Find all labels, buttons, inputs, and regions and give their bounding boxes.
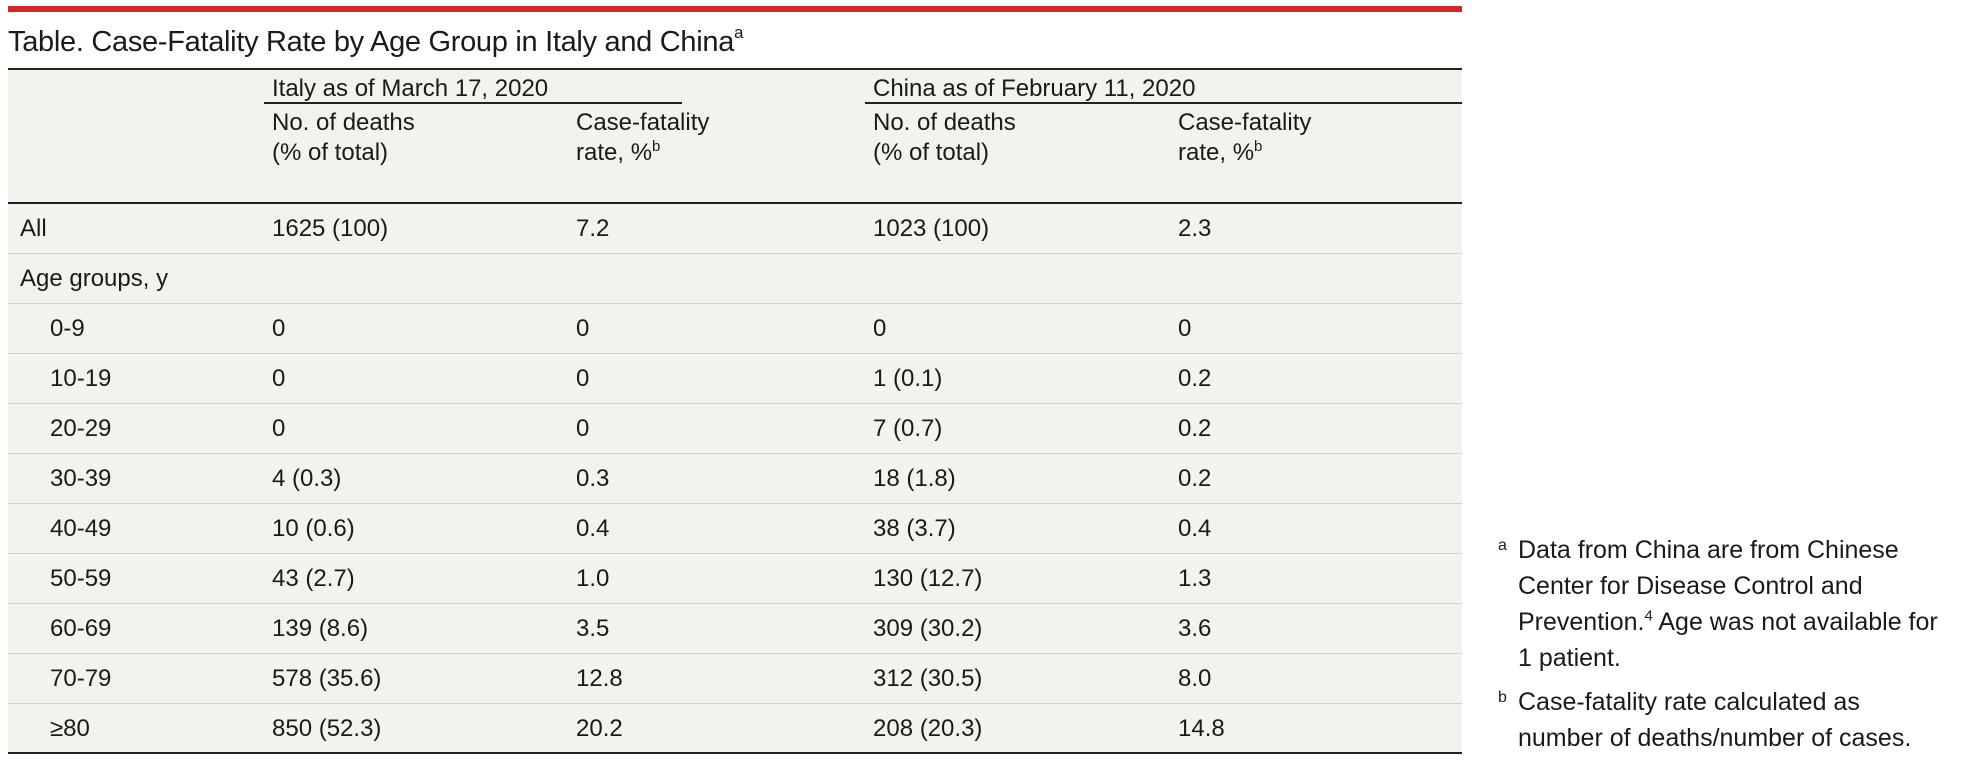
col-header-line2: rate, %b <box>576 138 661 166</box>
cell-italy-cfr: 0 <box>576 315 590 342</box>
footnotes: a Data from China are from Chinese Cente… <box>1498 532 1948 764</box>
cell-italy-deaths: 139 (8.6) <box>272 615 369 642</box>
row-label: 30-39 <box>50 465 112 492</box>
col-header-italy-cfr: Case-fatality rate, %b <box>576 108 709 168</box>
table-row: 50-59 43 (2.7) 1.0 130 (12.7) 1.3 <box>8 554 1462 604</box>
cell-italy-cfr: 0.4 <box>576 515 610 542</box>
cell-italy-deaths: 1625 (100) <box>272 215 389 242</box>
cell-italy-deaths: 0 <box>272 315 286 342</box>
cell-china-deaths: 1 (0.1) <box>873 365 943 392</box>
cell-china-cfr: 1.3 <box>1178 565 1212 592</box>
footnote-mark: b <box>1498 689 1507 706</box>
cell-italy-deaths: 43 (2.7) <box>272 565 355 592</box>
cell-italy-cfr: 3.5 <box>576 615 610 642</box>
cell-italy-cfr: 7.2 <box>576 215 610 242</box>
cell-china-cfr: 0 <box>1178 315 1192 342</box>
cell-italy-deaths: 0 <box>272 365 286 392</box>
col-header-line1: No. of deaths <box>873 109 1016 136</box>
cell-china-cfr: 0.2 <box>1178 365 1212 392</box>
table-row: 60-69 139 (8.6) 3.5 309 (30.2) 3.6 <box>8 604 1462 654</box>
table-body: All 1625 (100) 7.2 1023 (100) 2.3 Age gr… <box>8 204 1462 754</box>
footnote-text: Data from China are from Chinese Center … <box>1518 536 1899 636</box>
cell-china-cfr: 3.6 <box>1178 615 1212 642</box>
cell-china-cfr: 0.2 <box>1178 465 1212 492</box>
footnote-text: Case-fatality rate calculated as number … <box>1518 688 1912 752</box>
row-label: Age groups, y <box>20 265 169 292</box>
cell-italy-deaths: 4 (0.3) <box>272 465 342 492</box>
group-header-italy: Italy as of March 17, 2020 <box>272 75 549 102</box>
row-label: 70-79 <box>50 665 112 692</box>
cell-italy-cfr: 0 <box>576 365 590 392</box>
cell-italy-cfr: 0.3 <box>576 465 610 492</box>
cell-china-cfr: 2.3 <box>1178 215 1212 242</box>
cell-china-deaths: 130 (12.7) <box>873 565 983 592</box>
col-header-footnote-mark: b <box>1254 138 1263 155</box>
row-label: 0-9 <box>50 315 85 342</box>
cell-china-cfr: 0.2 <box>1178 415 1212 442</box>
cell-italy-deaths: 578 (35.6) <box>272 665 382 692</box>
table-title: Table. Case-Fatality Rate by Age Group i… <box>8 20 743 64</box>
col-header-line1: No. of deaths <box>272 109 415 136</box>
cell-italy-cfr: 1.0 <box>576 565 610 592</box>
row-label: 40-49 <box>50 515 112 542</box>
cell-italy-deaths: 850 (52.3) <box>272 715 382 742</box>
table-row: 20-29 0 0 7 (0.7) 0.2 <box>8 404 1462 454</box>
table-row: ≥80 850 (52.3) 20.2 208 (20.3) 14.8 <box>8 704 1462 754</box>
col-header-china-cfr: Case-fatality rate, %b <box>1178 108 1311 168</box>
table-row: 40-49 10 (0.6) 0.4 38 (3.7) 0.4 <box>8 504 1462 554</box>
row-label: 60-69 <box>50 615 112 642</box>
col-header-line2: (% of total) <box>873 139 990 166</box>
footnote-mark: a <box>1498 537 1507 554</box>
row-label: 20-29 <box>50 415 112 442</box>
cell-china-deaths: 38 (3.7) <box>873 515 956 542</box>
col-header-line2: (% of total) <box>272 139 389 166</box>
table-row: 0-9 0 0 0 0 <box>8 304 1462 354</box>
cell-china-deaths: 0 <box>873 315 887 342</box>
cell-italy-deaths: 0 <box>272 415 286 442</box>
cell-china-deaths: 312 (30.5) <box>873 665 983 692</box>
table-title-text: Table. Case-Fatality Rate by Age Group i… <box>8 26 735 58</box>
row-label: 50-59 <box>50 565 112 592</box>
group-rule-italy <box>264 102 682 104</box>
cell-china-cfr: 14.8 <box>1178 715 1225 742</box>
col-header-line1: Case-fatality <box>576 109 710 136</box>
row-label: 10-19 <box>50 365 112 392</box>
footnote-a: a Data from China are from Chinese Cente… <box>1498 532 1948 676</box>
title-footnote-mark: a <box>734 23 744 43</box>
col-header-china-deaths: No. of deaths (% of total) <box>873 108 1016 168</box>
group-header-china: China as of February 11, 2020 <box>873 75 1196 102</box>
cell-china-deaths: 7 (0.7) <box>873 415 943 442</box>
row-label: All <box>20 215 47 242</box>
accent-bar <box>8 6 1462 12</box>
cell-china-cfr: 8.0 <box>1178 665 1212 692</box>
group-rule-china <box>865 102 1462 104</box>
table-row: 10-19 0 0 1 (0.1) 0.2 <box>8 354 1462 404</box>
footnote-text-continued: Age was not available for 1 patient. <box>1518 608 1938 672</box>
cell-italy-deaths: 10 (0.6) <box>272 515 355 542</box>
table-row: 30-39 4 (0.3) 0.3 18 (1.8) 0.2 <box>8 454 1462 504</box>
row-label: ≥80 <box>50 715 90 742</box>
col-header-footnote-mark: b <box>652 138 661 155</box>
data-table: Italy as of March 17, 2020 China as of F… <box>8 68 1462 754</box>
cell-china-deaths: 1023 (100) <box>873 215 990 242</box>
cell-italy-cfr: 12.8 <box>576 665 623 692</box>
col-header-line1: Case-fatality <box>1178 109 1312 136</box>
cell-china-deaths: 18 (1.8) <box>873 465 956 492</box>
footnote-b: b Case-fatality rate calculated as numbe… <box>1498 684 1948 756</box>
cell-china-cfr: 0.4 <box>1178 515 1212 542</box>
cell-china-deaths: 208 (20.3) <box>873 715 983 742</box>
footnote-reference: 4 <box>1644 607 1653 625</box>
cell-china-deaths: 309 (30.2) <box>873 615 983 642</box>
table-row: All 1625 (100) 7.2 1023 (100) 2.3 <box>8 204 1462 254</box>
header-rule <box>8 202 1462 204</box>
table-row: Age groups, y <box>8 254 1462 304</box>
table-row: 70-79 578 (35.6) 12.8 312 (30.5) 8.0 <box>8 654 1462 704</box>
cell-italy-cfr: 20.2 <box>576 715 623 742</box>
col-header-italy-deaths: No. of deaths (% of total) <box>272 108 415 168</box>
col-header-line2: rate, %b <box>1178 138 1263 166</box>
cell-italy-cfr: 0 <box>576 415 590 442</box>
